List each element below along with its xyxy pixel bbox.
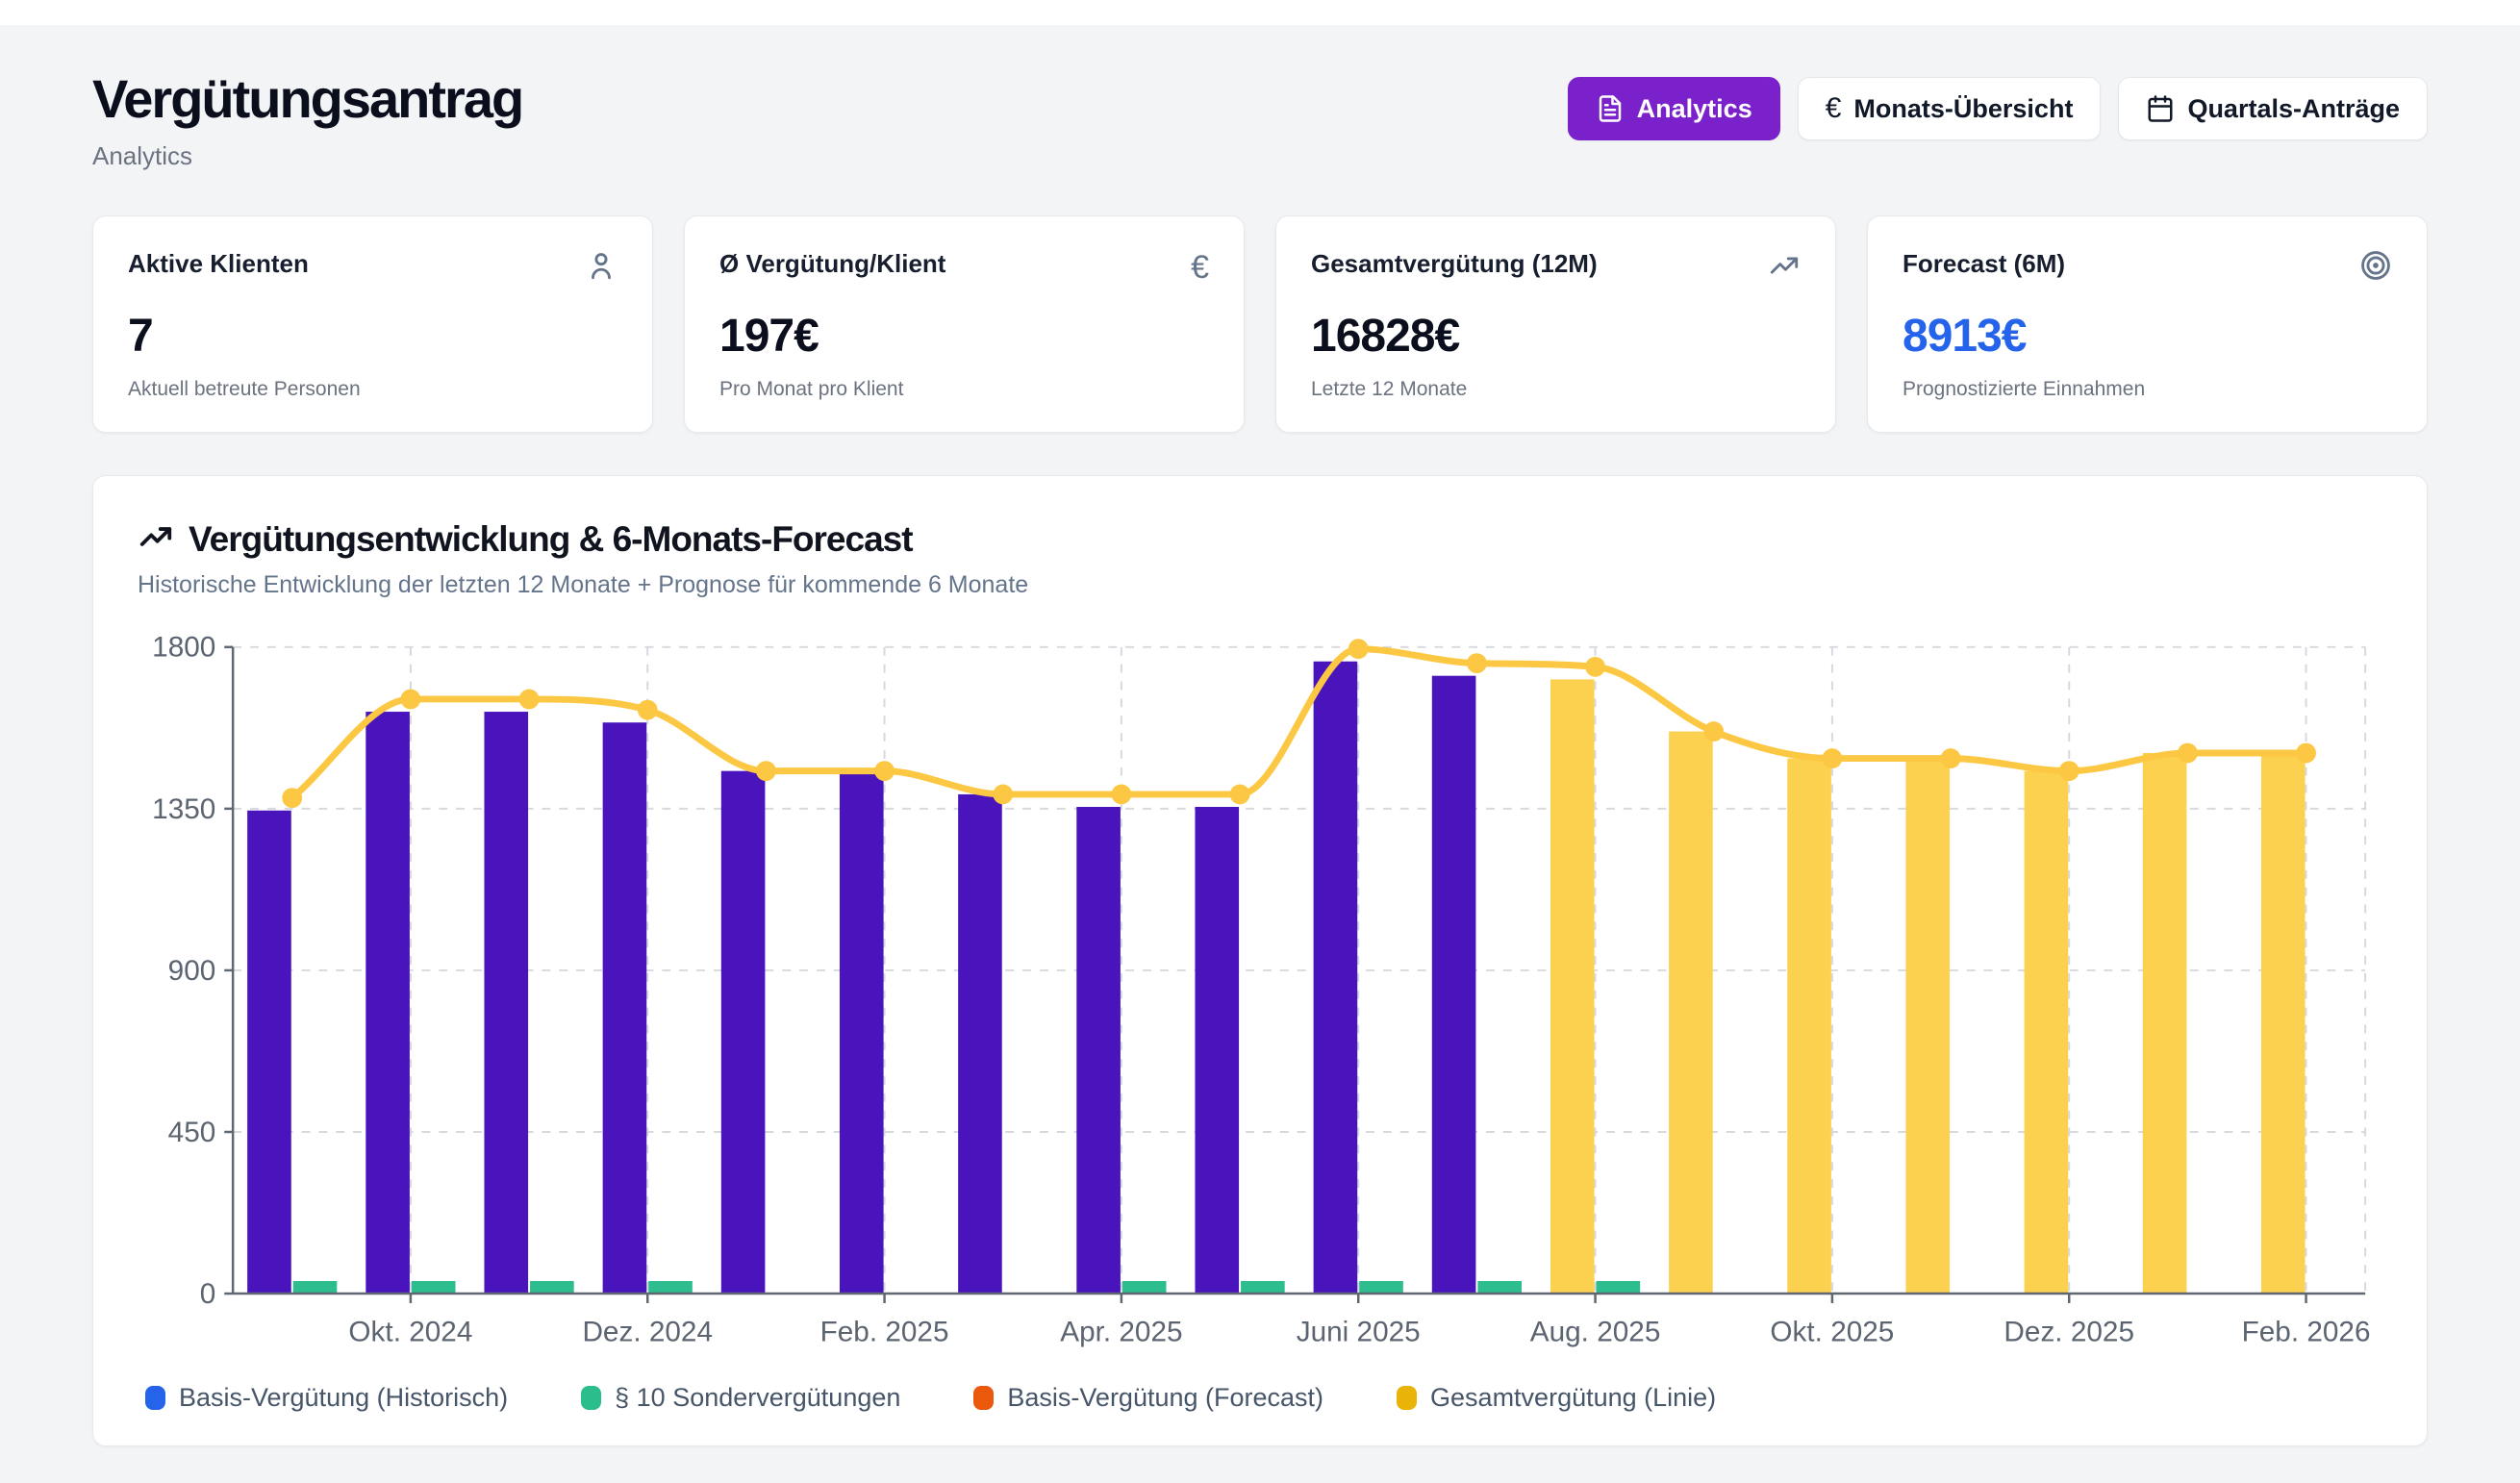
legend-marker xyxy=(973,1386,995,1411)
user-icon xyxy=(585,249,617,287)
legend-item-basis-historisch: Basis-Vergütung (Historisch) xyxy=(145,1383,508,1413)
legend-marker xyxy=(1397,1386,1418,1411)
svg-text:Apr. 2025: Apr. 2025 xyxy=(1060,1317,1182,1348)
stat-value-forecast: 8913€ xyxy=(1903,311,2027,362)
svg-text:Juni 2025: Juni 2025 xyxy=(1297,1317,1421,1348)
tab-quartals-label: Quartals-Anträge xyxy=(2187,93,2400,123)
svg-text:Feb. 2025: Feb. 2025 xyxy=(820,1317,949,1348)
stat-card-aktive-klienten: Aktive Klienten 7 Aktuell betreute Perso… xyxy=(92,215,653,433)
svg-text:Feb. 2026: Feb. 2026 xyxy=(2242,1317,2371,1348)
svg-text:Okt. 2024: Okt. 2024 xyxy=(348,1317,472,1348)
euro-icon: € xyxy=(1825,92,1842,124)
trending-up-icon xyxy=(1768,249,1801,287)
legend-marker xyxy=(145,1386,165,1411)
view-switcher: Analytics € Monats-Übersicht Quartals-An… xyxy=(1567,77,2428,140)
stat-subtitle: Aktuell betreute Personen xyxy=(128,378,361,400)
legend-marker xyxy=(581,1386,602,1411)
stat-label: Forecast (6M) xyxy=(1903,249,2066,278)
chart-card: Vergütungsentwicklung & 6-Monats-Forecas… xyxy=(92,475,2428,1446)
stat-card-forecast: Forecast (6M) 8913€ Prognostizierte Einn… xyxy=(1867,215,2428,433)
stat-label: Gesamtvergütung (12M) xyxy=(1311,249,1598,278)
svg-text:Dez. 2024: Dez. 2024 xyxy=(582,1317,713,1348)
tab-analytics-label: Analytics xyxy=(1636,93,1752,123)
top-strip xyxy=(0,0,2520,25)
chart-subtitle: Historische Entwicklung der letzten 12 M… xyxy=(138,571,1029,598)
tab-monats-uebersicht[interactable]: € Monats-Übersicht xyxy=(1797,77,2102,140)
stat-value: 16828€ xyxy=(1311,311,1460,362)
stat-label: Aktive Klienten xyxy=(128,249,309,278)
stat-card-gesamtverguetung: Gesamtvergütung (12M) 16828€ Letzte 12 M… xyxy=(1275,215,1836,433)
stat-subtitle: Prognostizierte Einnahmen xyxy=(1903,378,2146,400)
stat-label: Ø Vergütung/Klient xyxy=(719,249,946,278)
svg-text:Aug. 2025: Aug. 2025 xyxy=(1530,1317,1661,1348)
page-subtitle: Analytics xyxy=(92,141,193,170)
chart-legend: Basis-Vergütung (Historisch) § 10 Sonder… xyxy=(138,1383,2382,1413)
stat-value: 7 xyxy=(128,311,154,362)
legend-item-sonderverguetungen: § 10 Sondervergütungen xyxy=(581,1383,900,1413)
tab-quartals-antraege[interactable]: Quartals-Anträge xyxy=(2118,77,2428,140)
page-title-block: Vergütungsantrag Analytics xyxy=(92,67,524,171)
target-icon xyxy=(2359,249,2392,287)
svg-text:Dez. 2025: Dez. 2025 xyxy=(2003,1317,2134,1348)
svg-text:0: 0 xyxy=(200,1278,216,1310)
svg-text:450: 450 xyxy=(168,1117,216,1148)
euro-icon: € xyxy=(1191,249,1209,286)
chart-title: Vergütungsentwicklung & 6-Monats-Forecas… xyxy=(189,518,914,559)
tab-monats-label: Monats-Übersicht xyxy=(1853,93,2074,123)
file-text-icon xyxy=(1596,94,1625,123)
calendar-icon xyxy=(2146,94,2175,123)
svg-text:1350: 1350 xyxy=(152,793,215,825)
stats-row: Aktive Klienten 7 Aktuell betreute Perso… xyxy=(92,215,2428,433)
svg-text:Okt. 2025: Okt. 2025 xyxy=(1770,1317,1894,1348)
svg-text:1800: 1800 xyxy=(152,632,215,664)
chart-header: Vergütungsentwicklung & 6-Monats-Forecas… xyxy=(138,518,2382,560)
stat-value: 197€ xyxy=(719,311,819,362)
analytics-dashboard: Vergütungsantrag Analytics Analytics € M… xyxy=(0,67,2520,1446)
stat-card-verguetung-pro-klient: Ø Vergütung/Klient € 197€ Pro Monat pro … xyxy=(684,215,1245,433)
stat-subtitle: Letzte 12 Monate xyxy=(1311,378,1468,400)
forecast-chart[interactable]: 0 450 900 1350 1800 Okt. 2024 Dez. 2024 Feb. 20… xyxy=(138,626,2382,1379)
page-title: Vergütungsantrag xyxy=(92,68,524,129)
legend-item-gesamt-linie: Gesamtvergütung (Linie) xyxy=(1397,1383,1716,1413)
stat-subtitle: Pro Monat pro Klient xyxy=(719,378,904,400)
tab-analytics[interactable]: Analytics xyxy=(1567,77,1780,140)
trending-up-icon xyxy=(138,518,174,560)
legend-item-basis-forecast: Basis-Vergütung (Forecast) xyxy=(973,1383,1323,1413)
page-header: Vergütungsantrag Analytics Analytics € M… xyxy=(92,67,2428,171)
svg-text:900: 900 xyxy=(168,955,216,987)
